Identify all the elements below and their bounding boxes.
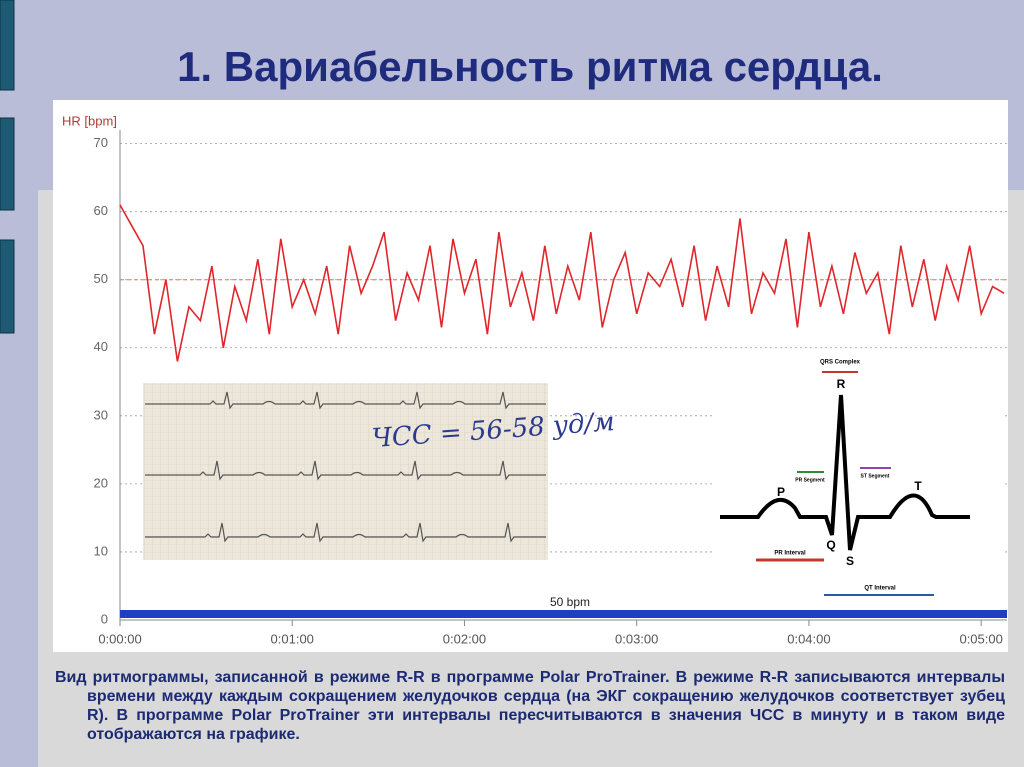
diagram-label: QT Interval (864, 586, 896, 592)
ecg-trace (145, 522, 546, 543)
diagram-label: ST Segment (861, 473, 890, 479)
diagram-label: P (777, 485, 785, 499)
x-tick-label: 0:00:00 (98, 631, 141, 646)
diagram-label: Q (826, 538, 835, 552)
caption: Вид ритмограммы, записанной в режиме R-R… (55, 669, 1005, 743)
y-tick-label: 20 (94, 475, 108, 490)
y-tick-label: 70 (94, 135, 108, 150)
diagram-label: T (914, 479, 922, 493)
tab (0, 239, 15, 334)
ecg-trace (145, 460, 546, 481)
y-tick-label: 30 (94, 407, 108, 422)
diagram-label: PR Interval (774, 551, 806, 557)
tab (0, 0, 15, 91)
pqrst-wave (720, 394, 970, 551)
plot: HR [bpm] 0 10 20 30 40 50 60 70 0:00:00 0:01:00 0:0… (62, 113, 1007, 646)
y-tick-label: 40 (94, 339, 108, 354)
diagram-label: R (837, 377, 846, 391)
y-tick-label: 10 (94, 543, 108, 558)
diagram-label: S (846, 554, 854, 568)
y-axis-label: HR [bpm] (62, 113, 117, 128)
diagram-label: QRS Complex (820, 360, 861, 366)
x-tick-label: 0:01:00 (271, 631, 314, 646)
ecg-diagram: QRS Complex R P PR Segment ST Segment T QS PR I… (712, 352, 1004, 607)
annotation: 50 bpm (550, 595, 590, 609)
y-tick-label: 50 (94, 271, 108, 286)
x-tick-label: 0:03:00 (615, 631, 658, 646)
slide-title: 1. Вариабельность ритма сердца. (177, 43, 883, 90)
diagram-label: PR Segment (795, 477, 825, 483)
ecg-trace (145, 391, 546, 410)
x-tick-label: 0:04:00 (787, 631, 830, 646)
diagram-bg (712, 352, 1004, 607)
y-tick-label: 0 (101, 611, 108, 626)
hr-line (119, 204, 1005, 362)
x-tick-label: 0:02:00 (443, 631, 486, 646)
ecg-grid (143, 383, 548, 560)
y-tick-label: 60 (94, 203, 108, 218)
baseline-bar (120, 610, 1007, 618)
tab (0, 117, 15, 211)
x-tick-label: 0:05:00 (959, 631, 1002, 646)
ecg-strip: ЧСС = 56-58 уд/м (143, 383, 616, 560)
